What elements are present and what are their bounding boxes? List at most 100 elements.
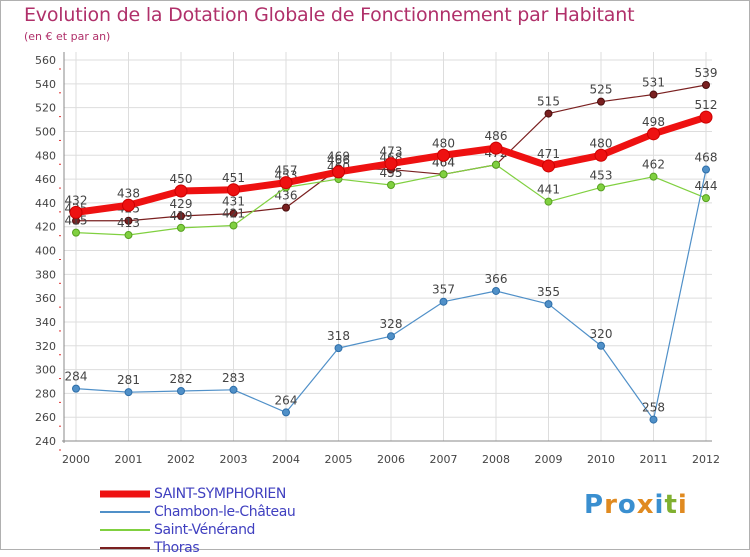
legend-item-chambon-le-chateau: Chambon-le-Château [100,503,296,521]
data-point-thoras [544,109,553,118]
x-tick-label: 2004 [272,453,300,466]
data-label-saint-symphorien: 450 [170,172,193,186]
data-label-thoras: 539 [695,66,718,80]
data-point-thoras [124,216,133,225]
legend-item-saint-symphorien: SAINT-SYMPHORIEN [100,485,295,503]
logo-letter: t [664,490,678,520]
data-label-saint-v-n-rand: 421 [222,206,245,220]
data-label-thoras: 515 [537,95,560,109]
logo-letter: x [636,490,655,520]
legend-label: Thoras [154,540,200,556]
data-point-chambon-le-ch-teau [492,286,500,295]
data-label-chambon-le-ch-teau: 355 [537,285,560,299]
chart-legend: SAINT-SYMPHORIEN Chambon-le-Château Sain… [100,485,296,557]
data-point-saint-symphorien [174,184,188,198]
x-tick-label: 2012 [692,453,720,466]
data-label-saint-symphorien: 512 [695,98,718,112]
data-label-saint-symphorien: 457 [275,164,298,178]
data-point-saint-symphorien [384,157,398,171]
data-point-saint-symphorien [437,148,450,162]
data-point-chambon-le-ch-teau [177,386,185,395]
data-label-saint-v-n-rand: 455 [380,166,403,180]
y-tick-label: 340 [35,316,56,329]
data-point-saint-symphorien [542,159,555,173]
data-point-saint-symphorien [699,110,713,124]
data-point-saint-symphorien [227,183,240,197]
legend-swatch-thoras [100,547,150,549]
data-label-thoras: 525 [590,83,613,97]
data-label-saint-v-n-rand: 441 [537,183,560,197]
proxiti-logo: Proxiti [584,490,688,520]
y-tick-label: 400 [35,245,56,258]
data-label-saint-symphorien: 466 [327,153,350,167]
data-label-saint-symphorien: 471 [537,147,560,161]
data-point-saint-v-n-rand [439,170,448,179]
x-tick-label: 2005 [325,453,353,466]
legend-swatch-saint-symphorien [100,490,150,498]
data-label-chambon-le-ch-teau: 282 [170,372,193,386]
data-point-chambon-le-ch-teau [649,415,658,424]
data-label-saint-v-n-rand: 444 [695,179,718,193]
data-point-saint-symphorien [122,198,135,212]
data-label-thoras: 469 [327,149,350,163]
data-point-saint-v-n-rand [177,223,185,232]
data-label-saint-v-n-rand: 413 [117,216,140,230]
legend-item-thoras: Thoras [100,539,295,557]
data-label-chambon-le-ch-teau: 468 [695,151,718,165]
data-label-thoras: 531 [642,76,665,90]
y-tick-label: 440 [35,197,56,210]
data-point-saint-v-n-rand [649,172,658,181]
data-label-chambon-le-ch-teau: 318 [327,329,350,343]
data-label-saint-v-n-rand: 415 [65,214,88,228]
y-tick-label: 520 [35,102,56,115]
data-label-thoras: 431 [222,195,245,209]
data-label-saint-symphorien: 438 [117,186,140,200]
chart-title: Evolution de la Dotation Globale de Fonc… [24,4,635,26]
data-label-saint-v-n-rand: 453 [590,168,613,182]
data-point-chambon-le-ch-teau [282,408,290,417]
data-point-saint-symphorien [594,148,608,162]
data-point-saint-symphorien [332,165,345,179]
logo-letter: i [654,490,665,520]
data-label-saint-v-n-rand: 419 [170,209,193,223]
data-point-saint-v-n-rand [387,181,395,190]
x-tick-label: 2001 [115,453,143,466]
logo-letter: r [604,490,618,520]
y-tick-label: 560 [35,54,56,67]
chart-subtitle: (en € et par an) [24,30,111,43]
data-point-thoras [649,90,658,99]
data-point-saint-v-n-rand [702,194,710,203]
data-point-chambon-le-ch-teau [544,300,553,309]
y-tick-label: 420 [35,221,56,234]
logo-letter: o [617,490,637,520]
data-point-saint-v-n-rand [492,160,500,169]
data-label-chambon-le-ch-teau: 328 [380,317,403,331]
data-point-chambon-le-ch-teau [387,332,395,341]
data-point-saint-v-n-rand [72,228,80,237]
x-tick-label: 2003 [220,453,248,466]
data-label-saint-symphorien: 473 [380,145,403,159]
legend-label: SAINT-SYMPHORIEN [154,486,286,502]
x-tick-label: 2002 [167,453,195,466]
data-point-saint-v-n-rand [544,197,553,206]
y-tick-label: 380 [35,268,56,281]
legend-swatch-chambon-le-chateau [100,511,150,513]
data-point-chambon-le-ch-teau [597,341,605,350]
y-tick-label: 360 [35,292,56,305]
legend-swatch-saint-venerand [100,529,150,531]
data-point-thoras [177,211,185,220]
x-tick-label: 2008 [482,453,510,466]
data-label-saint-symphorien: 498 [642,115,665,129]
data-point-saint-symphorien [279,176,293,190]
y-tick-label: 280 [35,387,56,400]
data-label-thoras: 429 [170,197,193,211]
data-point-thoras [597,97,605,106]
x-tick-label: 2007 [430,453,458,466]
data-label-chambon-le-ch-teau: 284 [65,370,88,384]
data-label-saint-symphorien: 451 [222,171,245,185]
y-tick-label: 260 [35,411,56,424]
legend-item-saint-venerand: Saint-Vénérand [100,521,295,539]
plot-area [64,52,712,441]
data-point-chambon-le-ch-teau [334,344,343,353]
